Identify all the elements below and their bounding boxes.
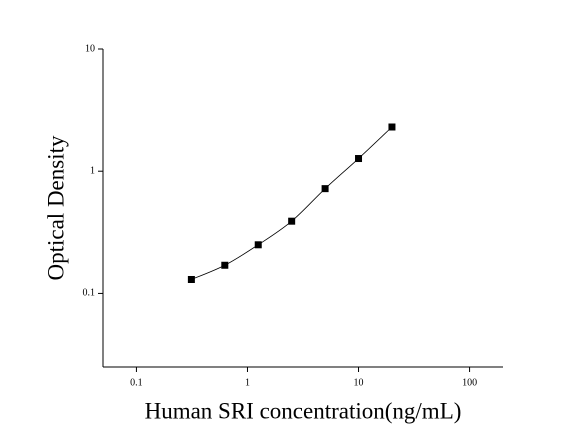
data-point bbox=[388, 123, 396, 131]
data-point bbox=[321, 185, 329, 193]
data-point bbox=[254, 241, 262, 249]
y-tick-label: 10 bbox=[85, 43, 95, 54]
x-axis-title: Human SRI concentration(ng/mL) bbox=[145, 398, 462, 423]
y-axis-title: Optical Density bbox=[43, 135, 68, 280]
data-point bbox=[187, 275, 195, 283]
fit-curve bbox=[191, 126, 393, 280]
data-point bbox=[221, 261, 229, 269]
y-tick-label: 1 bbox=[90, 166, 95, 177]
y-tick-label: 0.1 bbox=[83, 288, 96, 299]
x-tick-label: 100 bbox=[462, 377, 477, 388]
data-point bbox=[355, 155, 363, 163]
x-tick-label: 1 bbox=[245, 377, 250, 388]
data-point bbox=[288, 217, 296, 225]
x-tick-label: 0.1 bbox=[130, 377, 143, 388]
x-tick-label: 10 bbox=[354, 377, 364, 388]
